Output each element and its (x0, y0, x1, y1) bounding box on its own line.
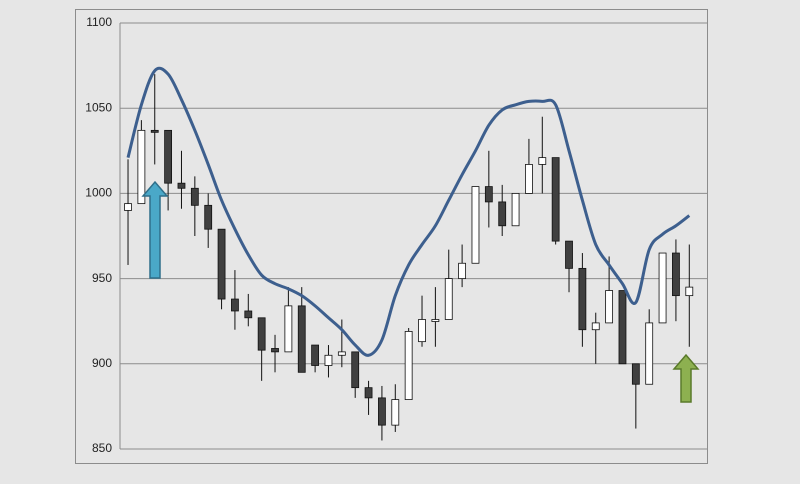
candle-body (404, 331, 413, 400)
candle-body (444, 278, 453, 320)
candle-body (471, 186, 480, 264)
candle-body (284, 305, 293, 353)
y-tick-label: 1050 (85, 100, 112, 114)
candle-body (150, 129, 159, 133)
blue-arrow (141, 180, 169, 279)
candle-body (164, 129, 173, 184)
candle-body (217, 228, 226, 300)
candle-body (591, 322, 600, 331)
y-tick-label: 900 (92, 356, 112, 370)
candle-body (351, 351, 360, 389)
candle-body (297, 305, 306, 373)
candle-body (631, 363, 640, 385)
green-arrow (672, 353, 700, 403)
candle-body (658, 252, 667, 324)
candle-body (484, 186, 493, 203)
candle-body (324, 354, 333, 366)
candle-body (337, 351, 346, 356)
candle-body (431, 319, 440, 322)
candle-body (551, 157, 560, 242)
candle-body (511, 192, 520, 227)
candle-body (578, 267, 587, 331)
candle-body (311, 344, 320, 366)
arrow (141, 180, 169, 279)
candle-body (378, 397, 386, 426)
overlay-line (126, 66, 691, 357)
candle-body (257, 317, 266, 351)
arrow (672, 353, 700, 403)
candle-body (244, 310, 253, 319)
candle-body (458, 262, 467, 280)
candle-body (204, 204, 213, 230)
candle-body (498, 201, 507, 227)
y-tick-label: 1000 (85, 186, 112, 200)
candle-body (565, 240, 573, 269)
candle-body (231, 298, 239, 312)
candle-body (177, 182, 186, 189)
candle-body (190, 187, 199, 206)
candle-body (418, 319, 426, 343)
candle-body (618, 290, 627, 365)
candle-body (391, 399, 400, 426)
y-tick-label: 950 (92, 271, 112, 285)
candle-body (364, 387, 373, 399)
candle-body (271, 348, 279, 353)
candle-body (538, 157, 547, 165)
candle-body (605, 290, 614, 324)
chart-frame (75, 9, 708, 464)
y-tick-label: 850 (92, 441, 112, 455)
candle-body (124, 203, 132, 211)
candle-body (672, 252, 680, 297)
candle-body (525, 164, 533, 194)
candle-body (645, 322, 654, 385)
y-tick-label: 1100 (86, 15, 112, 29)
candle-body (137, 129, 146, 205)
candle-body (685, 286, 694, 297)
